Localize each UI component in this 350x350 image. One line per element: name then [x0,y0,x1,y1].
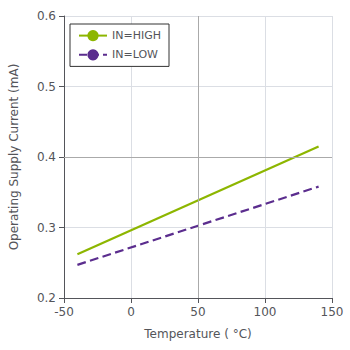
svg-text:IN=LOW: IN=LOW [112,48,158,61]
svg-text:100: 100 [254,305,277,319]
svg-text:0.6: 0.6 [37,9,56,23]
svg-text:0.5: 0.5 [37,80,56,94]
svg-text:Temperature ( °C): Temperature ( °C) [143,327,251,341]
svg-text:0: 0 [127,305,135,319]
svg-text:0.2: 0.2 [37,291,56,305]
svg-text:50: 50 [190,305,205,319]
svg-text:Operating Supply Current (mA): Operating Supply Current (mA) [7,64,21,251]
svg-text:0.3: 0.3 [37,221,56,235]
svg-text:IN=HIGH: IN=HIGH [112,29,161,42]
svg-text:-50: -50 [54,305,74,319]
svg-text:150: 150 [321,305,344,319]
svg-text:0.4: 0.4 [37,150,56,164]
